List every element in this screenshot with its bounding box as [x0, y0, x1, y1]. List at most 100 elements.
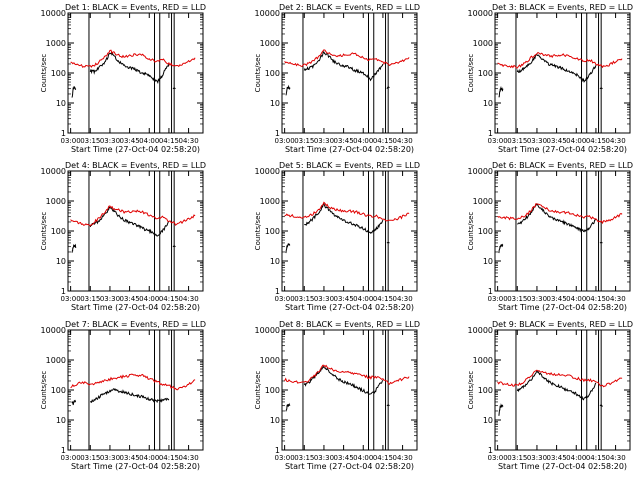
x-tick-label: 03:15: [80, 295, 100, 303]
x-tick-label: 04:00: [566, 137, 586, 145]
y-tick-label: 1: [488, 287, 493, 296]
series-line: [71, 86, 77, 98]
plot-frame: [281, 170, 418, 292]
series-line: [70, 49, 196, 68]
plot-frame: [494, 12, 631, 134]
series-line: [284, 364, 410, 385]
x-tick-label: 04:15: [586, 137, 606, 145]
x-tick-label: 03:30: [100, 295, 120, 303]
x-tick-label: 04:30: [392, 137, 412, 145]
panel-title: Det 4: BLACK = Events, RED = LLD: [65, 161, 206, 170]
y-tick-label: 10000: [255, 326, 280, 335]
series-line: [172, 87, 176, 90]
detector-panel: Det 7: BLACK = Events, RED = LLD 1 10 100 10…: [40, 320, 206, 471]
series-line: [497, 369, 623, 388]
x-tick-label: 04:30: [605, 295, 625, 303]
series-line: [517, 203, 597, 233]
x-tick-label: 03:45: [547, 137, 567, 145]
y-axis-label: Counts/sec: [467, 212, 475, 251]
y-axis-label: Counts/sec: [254, 212, 262, 251]
y-tick-label: 100: [51, 69, 66, 78]
x-tick-label: 03:30: [100, 454, 120, 462]
plot-frame: [281, 329, 418, 451]
x-tick-label: 03:00: [275, 295, 295, 303]
panel-title: Det 5: BLACK = Events, RED = LLD: [279, 161, 420, 170]
detector-panel: Det 6: BLACK = Events, RED = LLD 1 10 100 10…: [467, 161, 633, 312]
y-tick-label: 1: [275, 129, 280, 138]
series-line: [284, 49, 410, 67]
detector-panel: Det 1: BLACK = Events, RED = LLD 1 10 100 10…: [40, 3, 206, 154]
panel-title: Det 6: BLACK = Events, RED = LLD: [492, 161, 633, 170]
y-tick-label: 10: [483, 257, 493, 266]
series-line: [89, 388, 170, 404]
x-tick-label: 03:15: [80, 137, 100, 145]
x-tick-label: 03:45: [547, 295, 567, 303]
x-axis-label: Start Time (27-Oct-04 02:58:20): [285, 145, 414, 154]
x-tick-label: 03:00: [488, 454, 508, 462]
x-tick-label: 04:15: [159, 295, 179, 303]
series-line: [498, 403, 504, 416]
series-line: [386, 241, 390, 244]
x-tick-label: 03:30: [314, 295, 334, 303]
y-tick-label: 1: [61, 446, 66, 455]
x-axis-label: Start Time (27-Oct-04 02:58:20): [71, 303, 200, 312]
x-tick-label: 03:30: [314, 454, 334, 462]
x-axis-label: Start Time (27-Oct-04 02:58:20): [71, 462, 200, 471]
y-axis-label: Counts/sec: [254, 54, 262, 93]
x-tick-label: 03:45: [334, 137, 354, 145]
x-tick-label: 04:00: [353, 295, 373, 303]
x-tick-label: 03:15: [507, 137, 527, 145]
x-tick-label: 03:15: [294, 454, 314, 462]
series-line: [599, 87, 603, 90]
x-tick-label: 03:45: [120, 454, 140, 462]
y-tick-label: 1000: [46, 39, 66, 48]
y-tick-label: 1: [275, 287, 280, 296]
y-tick-label: 100: [478, 386, 493, 395]
x-tick-label: 04:00: [353, 454, 373, 462]
y-tick-label: 1: [61, 129, 66, 138]
detector-panel: Det 3: BLACK = Events, RED = LLD 1 10 100 10…: [467, 3, 633, 154]
series-line: [497, 203, 623, 225]
x-tick-label: 03:45: [334, 454, 354, 462]
x-tick-label: 04:15: [586, 295, 606, 303]
y-axis-label: Counts/sec: [40, 54, 48, 93]
y-tick-label: 100: [51, 386, 66, 395]
x-tick-label: 03:30: [527, 137, 547, 145]
y-tick-label: 10000: [255, 9, 280, 18]
series-line: [516, 54, 597, 83]
series-line: [386, 404, 390, 407]
x-tick-label: 03:15: [507, 295, 527, 303]
y-tick-label: 1000: [46, 197, 66, 206]
y-tick-label: 10: [483, 99, 493, 108]
series-line: [497, 51, 623, 69]
series-line: [386, 85, 390, 89]
detector-panel: Det 5: BLACK = Events, RED = LLD 1 10 100 10…: [254, 161, 420, 312]
y-tick-label: 1: [488, 446, 493, 455]
panel-title: Det 1: BLACK = Events, RED = LLD: [65, 3, 206, 12]
x-tick-label: 03:30: [100, 137, 120, 145]
plot-frame: [67, 12, 204, 134]
x-tick-label: 03:00: [488, 137, 508, 145]
y-tick-label: 10000: [41, 326, 66, 335]
y-tick-label: 10: [483, 416, 493, 425]
x-tick-label: 03:30: [527, 295, 547, 303]
y-axis-label: Counts/sec: [467, 371, 475, 410]
y-tick-label: 1000: [473, 356, 493, 365]
plot-frame: [281, 12, 418, 134]
series-line: [284, 201, 410, 222]
y-tick-label: 1: [61, 287, 66, 296]
x-tick-label: 03:45: [120, 295, 140, 303]
y-tick-label: 10: [56, 99, 66, 108]
series-line: [285, 402, 291, 412]
x-tick-label: 04:15: [586, 454, 606, 462]
y-tick-label: 1000: [473, 39, 493, 48]
y-tick-label: 10000: [468, 326, 493, 335]
y-tick-label: 10000: [41, 9, 66, 18]
x-axis-label: Start Time (27-Oct-04 02:58:20): [498, 462, 627, 471]
x-tick-label: 04:30: [392, 454, 412, 462]
x-tick-label: 03:15: [294, 137, 314, 145]
y-tick-label: 1: [488, 129, 493, 138]
panel-title: Det 3: BLACK = Events, RED = LLD: [492, 3, 633, 12]
y-tick-label: 1000: [260, 39, 280, 48]
x-tick-label: 04:15: [373, 454, 393, 462]
